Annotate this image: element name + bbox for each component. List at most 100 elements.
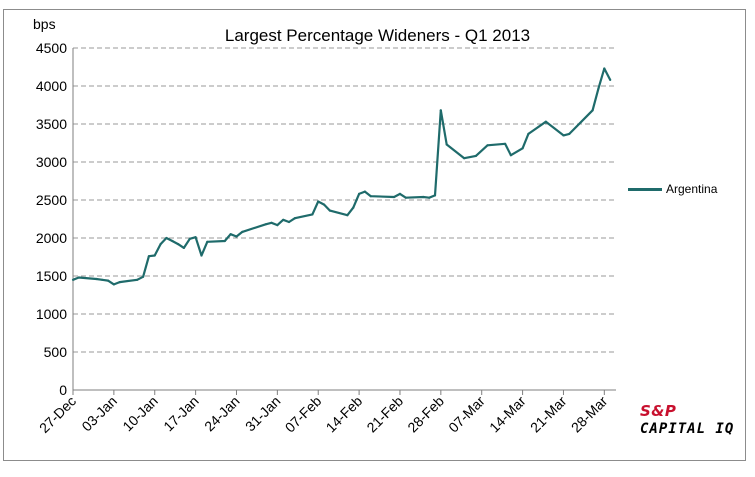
data-point bbox=[95, 277, 98, 281]
data-point bbox=[439, 109, 442, 112]
data-point bbox=[177, 243, 180, 246]
y-tick-label: 4500 bbox=[36, 40, 67, 56]
data-point bbox=[229, 233, 232, 236]
legend-swatch-argentina bbox=[628, 187, 662, 191]
data-point bbox=[504, 142, 507, 145]
x-tick-label: 27-Dec bbox=[36, 393, 79, 436]
data-point bbox=[422, 195, 425, 199]
data-point bbox=[358, 192, 361, 195]
data-point bbox=[527, 132, 530, 135]
x-tick-label: 14-Feb bbox=[323, 393, 366, 436]
data-point bbox=[311, 213, 314, 216]
data-point bbox=[293, 217, 296, 220]
x-tick-label: 31-Jan bbox=[242, 393, 284, 435]
chart-title: Largest Percentage Wideners - Q1 2013 bbox=[224, 26, 531, 45]
data-point bbox=[206, 240, 209, 243]
y-tick-label: 1000 bbox=[36, 306, 67, 322]
data-point bbox=[562, 134, 565, 137]
data-point bbox=[317, 200, 320, 203]
series-line-argentina bbox=[72, 67, 612, 286]
data-point bbox=[112, 283, 115, 286]
x-tick-label: 07-Mar bbox=[445, 393, 488, 436]
data-point bbox=[235, 235, 238, 238]
data-point bbox=[106, 279, 110, 282]
data-point bbox=[159, 243, 162, 246]
y-tick-label: 0 bbox=[59, 382, 67, 398]
data-point bbox=[223, 239, 226, 243]
sp-capital-iq-logo: S&P CAPITAL IQ bbox=[640, 402, 735, 437]
data-point bbox=[200, 254, 203, 257]
data-point bbox=[393, 195, 396, 199]
logo-line-2: CAPITAL IQ bbox=[640, 421, 735, 437]
y-tick-label: 3500 bbox=[36, 116, 67, 132]
series-layer bbox=[71, 67, 612, 286]
y-axis-unit-label: bps bbox=[33, 16, 56, 32]
y-tick-labels: 0 500 1000 1500 2000 2500 3000 3500 4000 4500 bbox=[36, 40, 67, 398]
data-point bbox=[264, 223, 267, 226]
data-point bbox=[463, 157, 466, 160]
data-point bbox=[509, 154, 512, 157]
data-point bbox=[363, 190, 366, 193]
data-point bbox=[544, 120, 548, 123]
data-point bbox=[474, 154, 477, 157]
y-tick-label: 3000 bbox=[36, 154, 67, 170]
data-point bbox=[597, 87, 600, 90]
data-point bbox=[136, 278, 139, 281]
data-point bbox=[241, 230, 244, 233]
x-tick-labels: 27-Dec 03-Jan 10-Jan 17-Jan 24-Jan 31-Jan07-F… bbox=[36, 393, 611, 436]
data-point bbox=[276, 224, 279, 227]
data-point bbox=[71, 278, 75, 281]
legend: Argentina bbox=[628, 182, 717, 196]
data-point bbox=[188, 237, 191, 240]
data-point bbox=[270, 221, 273, 224]
data-point bbox=[153, 254, 156, 257]
axes bbox=[72, 48, 616, 395]
legend-label-argentina: Argentina bbox=[666, 182, 718, 196]
data-point bbox=[118, 281, 121, 284]
data-point bbox=[591, 109, 594, 112]
x-tick-label: 03-Jan bbox=[78, 393, 120, 435]
y-tick-label: 2000 bbox=[36, 230, 67, 246]
data-point bbox=[287, 220, 291, 224]
y-tick-label: 500 bbox=[44, 344, 68, 360]
data-point bbox=[346, 214, 349, 217]
data-point bbox=[194, 236, 197, 239]
data-point bbox=[433, 194, 437, 197]
data-point bbox=[398, 192, 402, 195]
data-point bbox=[609, 78, 612, 81]
logo-line-1: S&P bbox=[640, 402, 677, 420]
x-tick-label: 28-Feb bbox=[404, 393, 447, 436]
data-point bbox=[521, 147, 524, 150]
data-point bbox=[404, 196, 407, 199]
data-point bbox=[352, 206, 355, 209]
data-point bbox=[171, 239, 174, 243]
data-point bbox=[101, 278, 104, 281]
y-tick-label: 1500 bbox=[36, 268, 67, 284]
data-point bbox=[568, 132, 571, 135]
data-point bbox=[328, 209, 331, 212]
x-tick-label: 14-Mar bbox=[486, 393, 529, 436]
data-point bbox=[369, 195, 372, 198]
data-point bbox=[486, 144, 489, 147]
y-tick-label: 2500 bbox=[36, 192, 67, 208]
data-point bbox=[182, 246, 185, 249]
x-tick-label: 21-Feb bbox=[363, 393, 406, 436]
x-tick-label: 07-Feb bbox=[282, 393, 325, 436]
x-tick-label: 24-Jan bbox=[201, 393, 243, 435]
y-tick-label: 4000 bbox=[36, 78, 67, 94]
x-tick-label: 10-Jan bbox=[119, 393, 161, 435]
x-tick-label: 17-Jan bbox=[160, 393, 202, 435]
data-point bbox=[603, 67, 606, 70]
chart-frame bbox=[3, 9, 746, 461]
data-point bbox=[428, 196, 431, 199]
data-point bbox=[77, 276, 80, 279]
data-point bbox=[142, 275, 145, 278]
gridlines bbox=[73, 47, 616, 353]
data-point bbox=[323, 203, 326, 206]
data-point bbox=[147, 255, 150, 258]
x-tick-label: 21-Mar bbox=[527, 393, 570, 436]
data-point bbox=[282, 218, 285, 221]
data-point bbox=[165, 236, 168, 240]
data-point bbox=[445, 143, 448, 146]
